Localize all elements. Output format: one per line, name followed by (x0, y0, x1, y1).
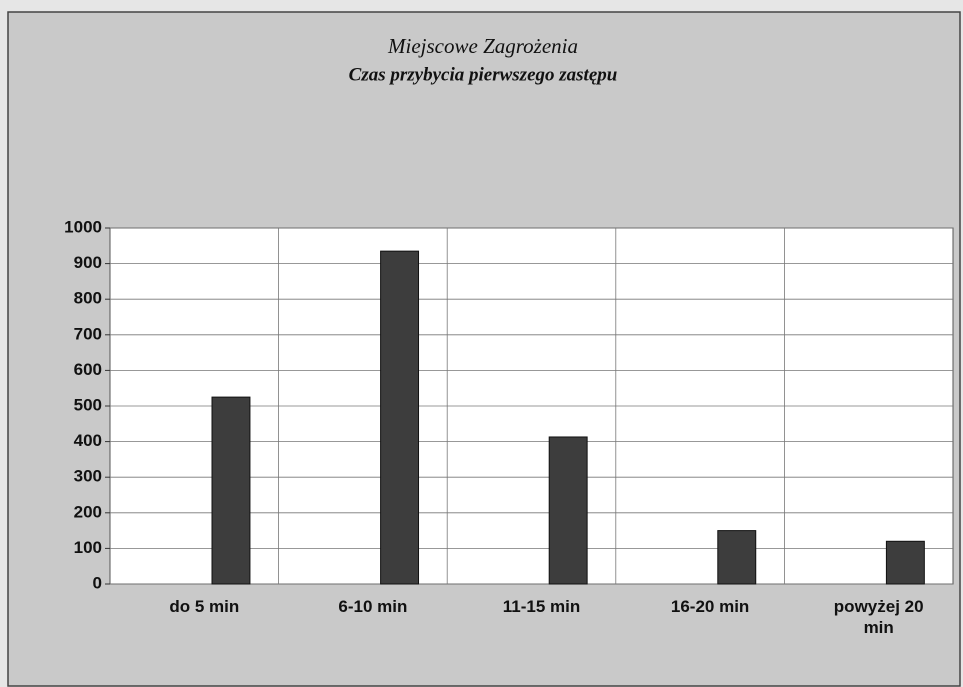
x-tick-label: do 5 min (169, 597, 240, 616)
y-tick-label: 100 (74, 538, 102, 557)
bar (717, 530, 757, 585)
y-tick-label: 600 (74, 360, 102, 379)
bar (211, 396, 251, 585)
y-tick-label: 900 (74, 253, 102, 272)
chart-title: Miejscowe Zagrożenia (387, 34, 578, 58)
bar (380, 250, 420, 585)
y-tick-label: 300 (74, 467, 102, 486)
x-tick-label: 11-15 min (502, 597, 581, 616)
bar (548, 436, 588, 585)
y-tick-label: 400 (74, 431, 102, 450)
x-tick-label: powyżej 20 min (833, 597, 924, 637)
x-tick-label: 6-10 min (338, 597, 408, 616)
y-tick-label: 0 (93, 573, 102, 592)
x-tick-label: 16-20 min (670, 597, 750, 616)
y-tick-label: 700 (74, 324, 102, 343)
y-tick-label: 1000 (64, 217, 102, 236)
y-tick-label: 200 (74, 502, 102, 521)
y-tick-label: 800 (74, 289, 102, 308)
chart-subtitle: Czas przybycia pierwszego zastępu (349, 64, 618, 85)
bar (885, 540, 925, 585)
y-tick-label: 500 (74, 395, 102, 414)
